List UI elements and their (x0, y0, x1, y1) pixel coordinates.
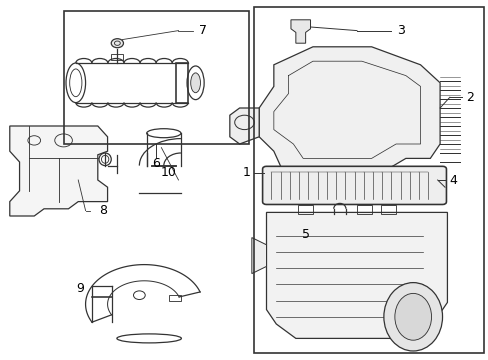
Ellipse shape (190, 73, 200, 93)
Text: 9: 9 (77, 282, 84, 294)
Bar (168, 295, 181, 301)
Polygon shape (229, 108, 259, 144)
Text: 10: 10 (161, 166, 176, 179)
Text: 8: 8 (99, 204, 106, 217)
Polygon shape (259, 47, 439, 173)
Polygon shape (290, 20, 310, 43)
Ellipse shape (383, 283, 442, 351)
FancyBboxPatch shape (262, 166, 446, 204)
Ellipse shape (111, 39, 123, 48)
Bar (176, 63, 188, 103)
Bar (356, 205, 371, 214)
Text: 1: 1 (243, 166, 250, 179)
Bar (298, 205, 312, 214)
Polygon shape (266, 212, 447, 338)
Text: 3: 3 (396, 24, 404, 37)
Polygon shape (251, 238, 266, 274)
Text: 7: 7 (199, 24, 206, 37)
Bar (381, 205, 395, 214)
Ellipse shape (394, 293, 430, 340)
Text: 6: 6 (152, 157, 160, 170)
Text: 5: 5 (301, 228, 309, 240)
Polygon shape (10, 126, 107, 216)
Bar (63, 11, 249, 144)
Text: 4: 4 (449, 174, 457, 186)
Bar (254, 7, 483, 353)
Text: 2: 2 (466, 91, 473, 104)
